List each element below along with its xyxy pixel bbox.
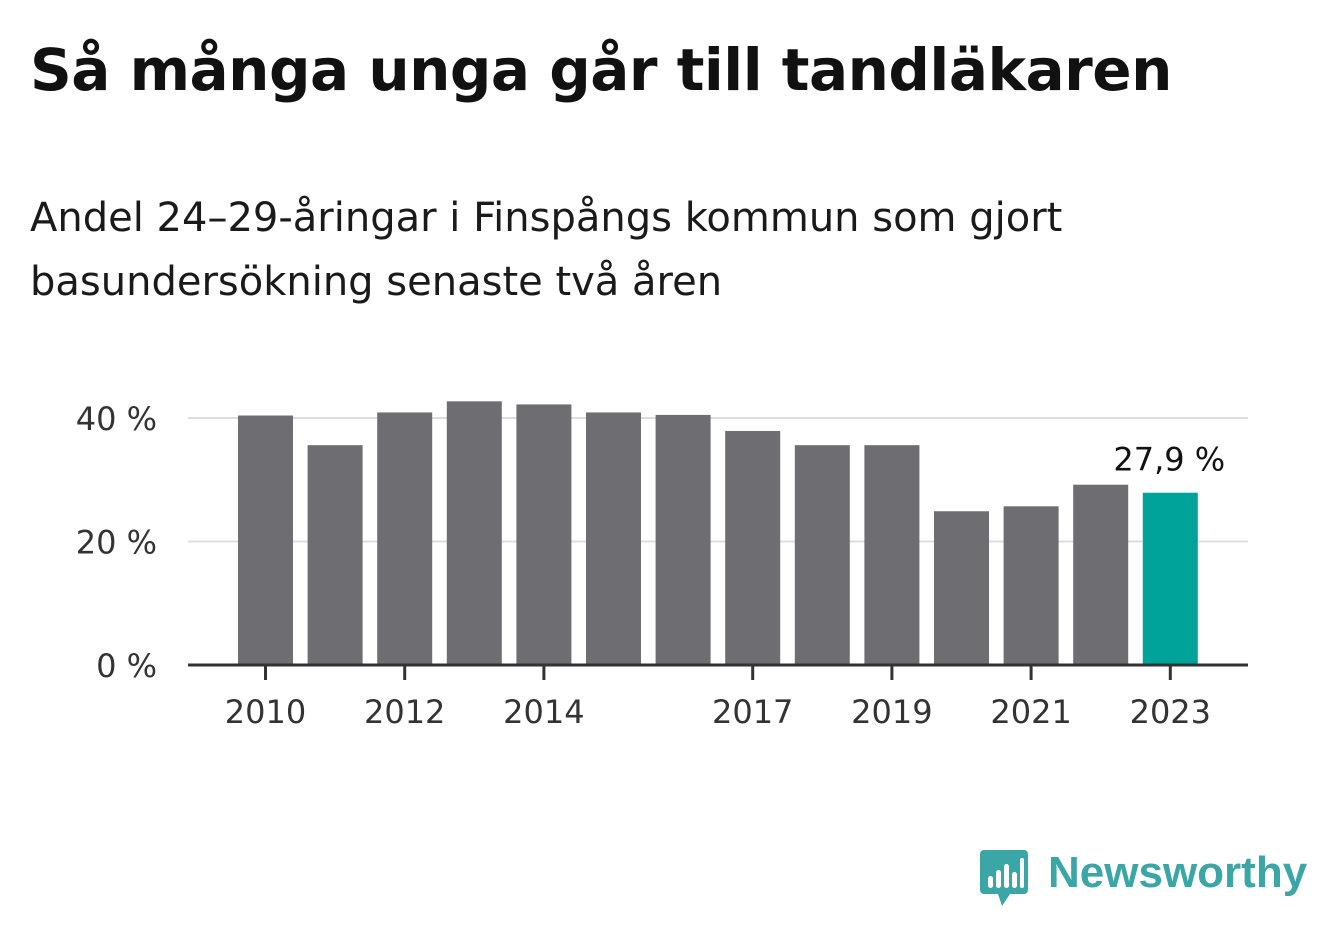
x-tick-label: 2012 <box>364 693 445 731</box>
x-tick-label: 2017 <box>712 693 793 731</box>
bar-2014 <box>516 404 572 665</box>
chart-subtitle: Andel 24–29-åringar i Finspångs kommun s… <box>30 195 1063 305</box>
bar-chart-speech-bubble-icon <box>980 850 1028 906</box>
y-tick-label: 40 % <box>76 400 157 438</box>
bar-2013 <box>446 401 502 665</box>
bars <box>238 401 1198 665</box>
x-tick-label: 2021 <box>990 693 1071 731</box>
bar-2012 <box>377 412 433 665</box>
x-tick-label: 2010 <box>225 693 306 731</box>
x-tick-label: 2019 <box>851 693 932 731</box>
newsworthy-logo: Newsworthy <box>980 848 1308 910</box>
bar-2019 <box>864 445 920 665</box>
y-tick-label: 20 % <box>76 524 157 562</box>
x-axis <box>188 663 1248 680</box>
y-tick-label: 0 % <box>96 647 157 685</box>
bar-2016 <box>655 414 711 665</box>
x-tick-label: 2014 <box>503 693 584 731</box>
bar-2018 <box>794 445 850 665</box>
grid-lines <box>188 417 1248 543</box>
bar-chart: 0 % 20 % 40 % 2010 2012 2014 2017 2019 2021 2023 2… <box>76 400 1248 731</box>
bar-2021 <box>1003 506 1059 665</box>
bar-2017 <box>725 430 781 665</box>
bar-2011 <box>307 445 363 665</box>
bar-2023 <box>1142 492 1198 665</box>
bar-2020 <box>934 511 989 665</box>
bar-2022 <box>1073 484 1129 665</box>
labels: 0 % 20 % 40 % 2010 2012 2014 2017 2019 2021 2023 2… <box>76 400 1226 731</box>
brand-name: Newsworthy <box>1048 848 1308 897</box>
chart-title: Så många unga går till tandläkaren <box>30 36 1172 104</box>
data-label-highlight: 27,9 % <box>1113 441 1225 479</box>
bar-2010 <box>238 415 293 665</box>
x-tick-label: 2023 <box>1130 693 1211 731</box>
bar-2015 <box>586 412 641 665</box>
